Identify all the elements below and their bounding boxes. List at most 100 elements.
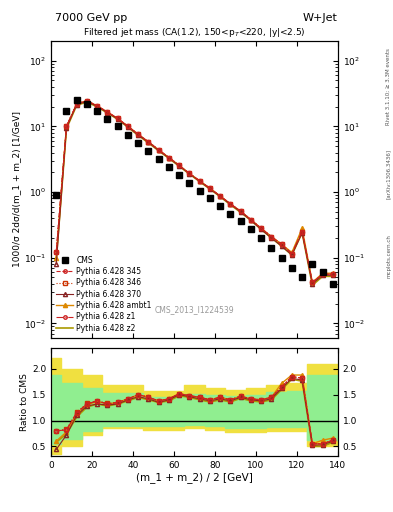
- Line: Pythia 6.428 z1: Pythia 6.428 z1: [55, 99, 334, 284]
- Pythia 6.428 370: [146, 139, 151, 145]
- Line: CMS: CMS: [53, 97, 336, 287]
- Pythia 6.428 345: [115, 115, 120, 121]
- CMS: [218, 203, 222, 209]
- CMS: [208, 195, 212, 201]
- Pythia 6.428 346: [64, 123, 69, 129]
- Pythia 6.428 346: [187, 170, 192, 177]
- Pythia 6.428 z2: [54, 258, 59, 264]
- Pythia 6.428 345: [320, 271, 325, 278]
- Pythia 6.428 z2: [146, 140, 151, 146]
- Pythia 6.428 346: [177, 162, 182, 168]
- Pythia 6.428 z2: [279, 243, 284, 249]
- Pythia 6.428 346: [105, 109, 110, 115]
- Pythia 6.428 346: [248, 217, 253, 223]
- CMS: [320, 269, 325, 275]
- Pythia 6.428 370: [167, 155, 171, 161]
- Pythia 6.428 370: [64, 125, 69, 131]
- Pythia 6.428 370: [218, 193, 222, 199]
- Pythia 6.428 ambt1: [54, 254, 59, 261]
- CMS: [310, 261, 315, 267]
- Pythia 6.428 345: [105, 109, 110, 115]
- Pythia 6.428 z2: [177, 163, 182, 169]
- Pythia 6.428 z1: [310, 280, 315, 286]
- Pythia 6.428 345: [197, 178, 202, 184]
- Pythia 6.428 370: [248, 217, 253, 223]
- CMS: [146, 148, 151, 154]
- Pythia 6.428 345: [187, 170, 192, 177]
- Pythia 6.428 345: [84, 98, 89, 104]
- Pythia 6.428 345: [136, 131, 141, 137]
- X-axis label: (m_1 + m_2) / 2 [GeV]: (m_1 + m_2) / 2 [GeV]: [136, 472, 253, 483]
- Pythia 6.428 ambt1: [167, 155, 171, 161]
- Pythia 6.428 370: [259, 226, 263, 232]
- Pythia 6.428 370: [187, 170, 192, 177]
- Pythia 6.428 z2: [259, 226, 263, 232]
- Pythia 6.428 370: [269, 235, 274, 241]
- Pythia 6.428 z2: [95, 104, 99, 110]
- Pythia 6.428 ambt1: [136, 131, 141, 137]
- CMS: [238, 218, 243, 224]
- Pythia 6.428 ambt1: [177, 162, 182, 168]
- Pythia 6.428 z1: [259, 225, 263, 231]
- Pythia 6.428 345: [74, 101, 79, 107]
- Pythia 6.428 z2: [300, 230, 305, 236]
- Pythia 6.428 346: [269, 233, 274, 240]
- Pythia 6.428 345: [279, 241, 284, 247]
- Pythia 6.428 ambt1: [238, 208, 243, 215]
- Pythia 6.428 345: [248, 217, 253, 223]
- Pythia 6.428 346: [126, 123, 130, 130]
- Pythia 6.428 z2: [248, 217, 253, 223]
- Pythia 6.428 346: [238, 208, 243, 215]
- Pythia 6.428 z2: [136, 132, 141, 138]
- Pythia 6.428 z1: [84, 98, 89, 104]
- Pythia 6.428 z2: [74, 102, 79, 109]
- Line: Pythia 6.428 z2: Pythia 6.428 z2: [56, 102, 333, 285]
- Pythia 6.428 345: [259, 225, 263, 231]
- Pythia 6.428 ambt1: [126, 123, 130, 130]
- Pythia 6.428 z1: [167, 155, 171, 161]
- Pythia 6.428 z1: [64, 123, 69, 130]
- Text: [arXiv:1306.3436]: [arXiv:1306.3436]: [386, 149, 391, 199]
- Pythia 6.428 z1: [320, 271, 325, 278]
- Pythia 6.428 345: [331, 271, 335, 278]
- Pythia 6.428 ambt1: [84, 98, 89, 104]
- Pythia 6.428 z2: [167, 155, 171, 161]
- Pythia 6.428 370: [290, 252, 294, 258]
- Pythia 6.428 z2: [269, 235, 274, 241]
- Pythia 6.428 z1: [126, 123, 130, 130]
- Pythia 6.428 346: [228, 201, 233, 207]
- Pythia 6.428 346: [84, 97, 89, 103]
- Pythia 6.428 346: [320, 271, 325, 278]
- Pythia 6.428 z2: [238, 209, 243, 216]
- Pythia 6.428 ambt1: [218, 193, 222, 199]
- Pythia 6.428 345: [269, 233, 274, 240]
- Pythia 6.428 345: [218, 193, 222, 199]
- Pythia 6.428 ambt1: [64, 124, 69, 130]
- Pythia 6.428 346: [300, 228, 305, 234]
- Pythia 6.428 z1: [95, 103, 99, 109]
- Pythia 6.428 ambt1: [208, 185, 212, 191]
- Pythia 6.428 z2: [331, 273, 335, 280]
- CMS: [197, 187, 202, 194]
- Y-axis label: 1000/σ 2dσ/d(m_1 + m_2) [1/GeV]: 1000/σ 2dσ/d(m_1 + m_2) [1/GeV]: [12, 112, 21, 267]
- CMS: [259, 235, 263, 241]
- Pythia 6.428 z2: [126, 124, 130, 131]
- Pythia 6.428 345: [310, 280, 315, 286]
- Pythia 6.428 ambt1: [105, 109, 110, 115]
- Pythia 6.428 ambt1: [248, 217, 253, 223]
- Pythia 6.428 370: [279, 243, 284, 249]
- Pythia 6.428 370: [105, 110, 110, 116]
- Pythia 6.428 ambt1: [290, 249, 294, 255]
- Pythia 6.428 346: [218, 193, 222, 199]
- Pythia 6.428 370: [197, 178, 202, 184]
- Text: W+Jet: W+Jet: [303, 13, 338, 23]
- Pythia 6.428 346: [146, 139, 151, 145]
- CMS: [54, 192, 59, 198]
- CMS: [269, 245, 274, 251]
- Pythia 6.428 z2: [218, 194, 222, 200]
- Pythia 6.428 345: [54, 249, 59, 255]
- CMS: [84, 101, 89, 107]
- Pythia 6.428 345: [228, 201, 233, 207]
- CMS: [300, 274, 305, 281]
- Y-axis label: Ratio to CMS: Ratio to CMS: [20, 373, 29, 431]
